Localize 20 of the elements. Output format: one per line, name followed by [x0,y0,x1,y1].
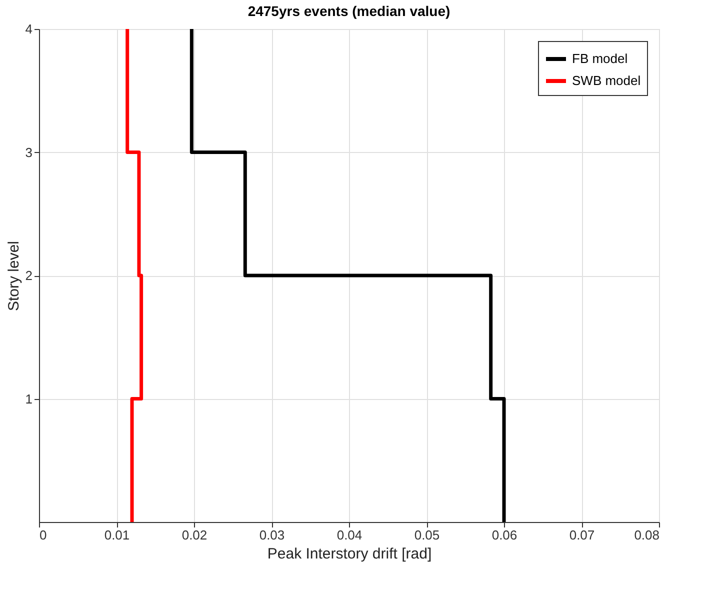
x-tick-label: 0.06 [492,528,518,542]
x-axis-title: Peak Interstory drift [rad] [267,546,432,562]
x-tick-label: 0.04 [336,528,362,542]
x-tick-label: 0.07 [569,528,595,542]
legend-label: FB model [572,51,628,66]
y-tick-label: 2 [25,268,32,283]
x-tick-label: 0.05 [414,528,440,542]
x-tick-label: 0.02 [182,528,208,542]
x-tick-label: 0.08 [634,528,660,542]
x-tick-label: 0.03 [259,528,285,542]
x-tick-label: 0.01 [104,528,130,542]
x-tick-label: 0 [40,528,47,542]
line-series [126,27,144,524]
y-tick-label: 4 [25,22,32,36]
y-axis-title: Story level [5,240,22,312]
y-tick-label: 3 [25,144,32,160]
y-tick-label: 1 [25,391,32,406]
chart-title: 2475yrs events (median value) [248,3,450,19]
legend-label: SWB model [572,73,641,88]
line-series [190,27,506,524]
